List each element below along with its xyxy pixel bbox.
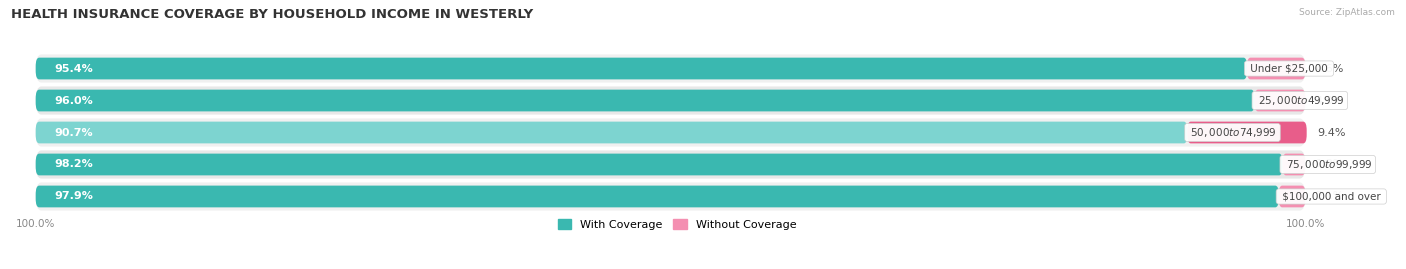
Text: HEALTH INSURANCE COVERAGE BY HOUSEHOLD INCOME IN WESTERLY: HEALTH INSURANCE COVERAGE BY HOUSEHOLD I… [11, 8, 533, 21]
FancyBboxPatch shape [1247, 58, 1305, 79]
Text: $100,000 and over: $100,000 and over [1278, 192, 1384, 201]
FancyBboxPatch shape [35, 182, 1305, 211]
Text: 4.6%: 4.6% [1316, 63, 1344, 73]
Text: Source: ZipAtlas.com: Source: ZipAtlas.com [1299, 8, 1395, 17]
Text: 96.0%: 96.0% [55, 95, 93, 105]
Text: 97.9%: 97.9% [55, 192, 94, 201]
FancyBboxPatch shape [35, 58, 1247, 79]
Legend: With Coverage, Without Coverage: With Coverage, Without Coverage [553, 215, 800, 234]
FancyBboxPatch shape [1254, 90, 1305, 111]
Text: 90.7%: 90.7% [55, 128, 93, 137]
FancyBboxPatch shape [35, 90, 1254, 111]
FancyBboxPatch shape [35, 86, 1305, 115]
FancyBboxPatch shape [1282, 154, 1305, 175]
Text: $25,000 to $49,999: $25,000 to $49,999 [1254, 94, 1346, 107]
FancyBboxPatch shape [1187, 122, 1306, 143]
Text: 2.1%: 2.1% [1316, 192, 1344, 201]
Text: 98.2%: 98.2% [55, 160, 93, 169]
Text: 95.4%: 95.4% [55, 63, 93, 73]
Text: 9.4%: 9.4% [1317, 128, 1346, 137]
FancyBboxPatch shape [35, 54, 1305, 83]
Text: $50,000 to $74,999: $50,000 to $74,999 [1187, 126, 1278, 139]
FancyBboxPatch shape [35, 150, 1305, 179]
FancyBboxPatch shape [35, 118, 1305, 147]
Text: $75,000 to $99,999: $75,000 to $99,999 [1282, 158, 1372, 171]
Text: 1.8%: 1.8% [1316, 160, 1344, 169]
FancyBboxPatch shape [35, 122, 1187, 143]
FancyBboxPatch shape [35, 186, 1278, 207]
Text: Under $25,000: Under $25,000 [1247, 63, 1331, 73]
FancyBboxPatch shape [1278, 186, 1305, 207]
Text: 4.0%: 4.0% [1316, 95, 1344, 105]
FancyBboxPatch shape [35, 154, 1282, 175]
